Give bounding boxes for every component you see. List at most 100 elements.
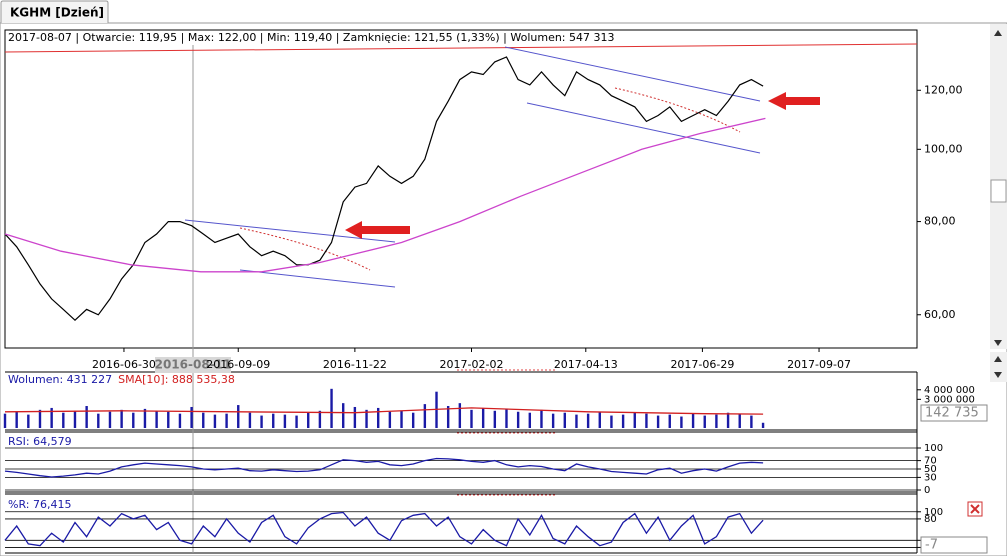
- volume-bar: [400, 410, 403, 428]
- cursor-label-box: [920, 404, 988, 422]
- y-tick-label: 100,00: [924, 142, 963, 155]
- series-line: [4, 511, 764, 547]
- trend-line: [504, 46, 761, 102]
- x-tick-label: 2017-04-13: [554, 358, 618, 371]
- volume-bar: [458, 403, 462, 428]
- scroll-up[interactable]: [994, 30, 1002, 36]
- volume-bar: [423, 404, 427, 428]
- y-tick-label: 80: [924, 514, 937, 525]
- panel-title: 2017-08-07 | Otwarcie: 119,95 | Max: 122…: [8, 31, 615, 44]
- volume-bar: [691, 413, 695, 428]
- volume-bar: [307, 412, 310, 428]
- volume-bar: [621, 414, 625, 428]
- scroll-up[interactable]: [994, 356, 1002, 362]
- volume-bar: [85, 406, 88, 428]
- series-line: [4, 56, 764, 322]
- volume-bar: [97, 413, 100, 428]
- volume-bar: [738, 413, 741, 428]
- series-line: [4, 407, 764, 415]
- volume-bar: [272, 413, 275, 428]
- volume-bar: [318, 410, 322, 428]
- y-tick-label: 4 000 000: [924, 385, 975, 396]
- legend-entry: SMA[10]: 888 535,38: [118, 373, 235, 386]
- volume-bar: [470, 409, 473, 428]
- trend-line: [184, 219, 396, 243]
- scroll-down[interactable]: [994, 372, 1002, 378]
- volume-bar: [283, 414, 287, 428]
- volume-bar: [108, 411, 112, 428]
- volume-bar: [50, 407, 53, 428]
- trend-curve: [614, 87, 741, 133]
- volume-bar: [528, 412, 532, 428]
- trend-curve: [239, 227, 371, 271]
- scroll-down[interactable]: [994, 340, 1002, 346]
- volume-bar: [540, 409, 543, 428]
- volume-bar: [493, 410, 497, 428]
- volume-bar: [388, 411, 392, 428]
- panel-scroll[interactable]: [990, 352, 1007, 382]
- volume-bar: [505, 408, 508, 428]
- volume-bar: [225, 413, 228, 428]
- legend-entry: Wolumen: 431 227: [8, 373, 112, 386]
- volume-bar: [330, 388, 333, 428]
- y-tick-label: 120,00: [924, 83, 963, 96]
- volume-bar: [645, 413, 648, 428]
- volume-bar: [167, 411, 170, 428]
- trend-line: [239, 269, 396, 288]
- close-icon: [970, 504, 980, 514]
- y-tick-label: 100: [924, 443, 943, 454]
- volume-bar: [563, 412, 566, 428]
- tab-label: KGHM [Dzień]: [10, 6, 104, 20]
- volume-bar: [446, 406, 450, 428]
- volume-bar: [761, 422, 765, 428]
- volume-bar: [155, 410, 158, 428]
- volume-bar: [353, 406, 357, 428]
- panel-title: %R: 76,415: [8, 498, 71, 511]
- volume-bar: [27, 414, 30, 428]
- volume-bar: [575, 414, 578, 428]
- volume-bar: [703, 415, 706, 428]
- volume-bar: [237, 405, 240, 428]
- volume-bar: [598, 411, 601, 428]
- volume-bar: [342, 403, 345, 428]
- x-tick-label: 2017-09-07: [787, 358, 851, 371]
- volume-bar: [376, 407, 380, 428]
- cursor-label: -7: [925, 538, 938, 553]
- volume-bar: [516, 411, 520, 428]
- volume-bar: [668, 414, 671, 428]
- x-tick-label: 2016-06-30: [92, 358, 156, 371]
- volume-bar: [750, 415, 753, 428]
- y-tick-label: 70: [924, 456, 937, 467]
- volume-bar: [680, 416, 683, 428]
- volume-bar: [551, 413, 555, 428]
- scroll-thumb[interactable]: [990, 179, 1007, 203]
- volume-bar: [656, 415, 660, 428]
- volume-bar: [715, 414, 718, 428]
- panel-title: RSI: 64,579: [8, 435, 72, 448]
- trend-line: [4, 43, 918, 53]
- volume-bar: [610, 415, 613, 428]
- volume-bar: [62, 412, 65, 428]
- volume-bar: [726, 412, 730, 428]
- volume-bar: [190, 406, 193, 428]
- volume-bar: [295, 415, 298, 428]
- volume-bar: [178, 413, 182, 428]
- volume-bar: [15, 411, 18, 428]
- volume-bar: [213, 414, 217, 428]
- price-panel: [4, 29, 918, 349]
- tab[interactable]: [0, 0, 109, 23]
- series-line: [4, 457, 764, 478]
- x-tick-label: 2016-09-09: [206, 358, 270, 371]
- arrow: [768, 92, 820, 110]
- volume-bar: [3, 413, 7, 428]
- volume-bar: [481, 407, 485, 428]
- y-tick-label: 3 000 000: [924, 394, 975, 405]
- y-tick-label: 80,00: [924, 215, 956, 228]
- volume-bar: [411, 412, 415, 428]
- arrow: [345, 221, 410, 239]
- y-tick-label: 100: [924, 507, 943, 518]
- volume-bar: [143, 408, 147, 428]
- crosshair-label-box: [155, 357, 231, 373]
- y-tick-label: 30: [924, 472, 937, 483]
